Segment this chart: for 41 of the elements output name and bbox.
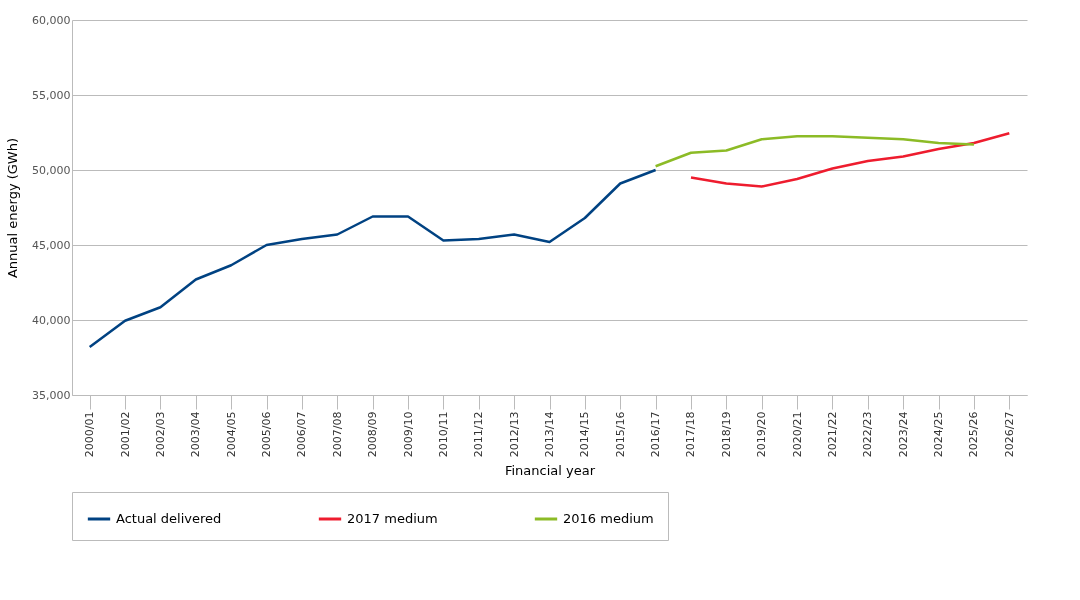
x-axis-title: Financial year	[504, 463, 596, 479]
x-tick-label: 2003/04	[189, 411, 203, 458]
x-tick-label: 2020/21	[790, 411, 804, 458]
x-tick-label: 2008/09	[366, 411, 380, 458]
x-tick-label: 2004/05	[224, 411, 238, 458]
x-tick-label: 2025/26	[967, 411, 981, 458]
x-tick-label: 2021/22	[825, 411, 839, 458]
x-tick-label: 2000/01	[83, 411, 97, 458]
x-tick-label: 2024/25	[932, 411, 946, 458]
x-tick-label: 2009/10	[401, 411, 415, 458]
x-tick-label: 2013/14	[543, 411, 556, 458]
x-tick-label: 2026/27	[1002, 411, 1016, 458]
x-tick-label: 2010/11	[436, 411, 450, 458]
line-series	[654, 135, 976, 168]
y-tick-label: 55,000	[32, 88, 71, 102]
x-tick-label: 2022/23	[861, 411, 875, 458]
y-tick-label: 35,000	[32, 388, 71, 402]
legend-label: 2016 medium	[563, 511, 654, 526]
x-tick-label: 2001/02	[118, 411, 132, 458]
y-tick-label: 50,000	[32, 163, 71, 177]
x-tick-label: 2018/19	[719, 411, 733, 458]
y-tick-label: 60,000	[32, 13, 71, 27]
y-tick-label: 45,000	[32, 238, 71, 252]
x-tick-label: 2023/24	[896, 411, 910, 458]
x-tick-label: 2019/20	[755, 411, 769, 458]
line-series	[88, 168, 657, 349]
x-tick-label: 2006/07	[295, 411, 309, 458]
legend-label: Actual delivered	[116, 511, 222, 526]
line-series	[689, 132, 1011, 188]
x-tick-label: 2015/16	[613, 411, 627, 458]
x-tick-label: 2005/06	[260, 411, 274, 458]
x-tick-label: 2016/17	[649, 411, 663, 458]
x-tick-label: 2002/03	[153, 411, 167, 458]
y-tick-label: 40,000	[32, 313, 71, 327]
x-tick-label: 2014/15	[578, 411, 592, 458]
x-tick-label: 2017/18	[684, 411, 698, 458]
y-axis-title: Annual energy (GWh)	[5, 137, 21, 279]
x-tick-label: 2012/13	[507, 411, 521, 458]
legend-label: 2017 medium	[347, 511, 438, 526]
x-tick-label: 2011/12	[472, 411, 486, 458]
x-tick-label: 2007/08	[330, 411, 344, 458]
